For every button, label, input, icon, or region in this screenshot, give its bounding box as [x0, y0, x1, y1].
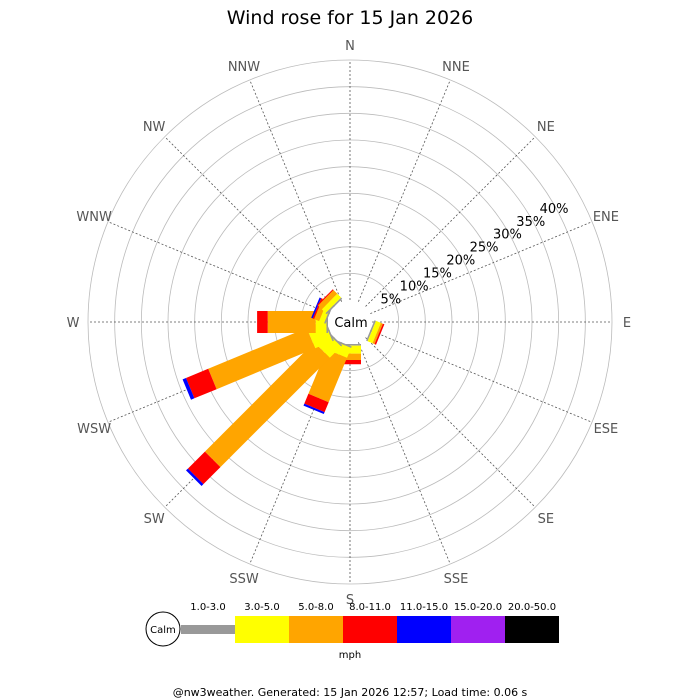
bar-ese-1.0-3.0 [366, 320, 376, 342]
legend-label-3.0-5.0: 3.0-5.0 [244, 602, 279, 613]
bar-wsw-11.0-15.0 [182, 378, 195, 400]
legend-swatch-3.0-5.0 [235, 616, 289, 643]
radial-tick-label: 40% [540, 202, 569, 217]
radial-tick-label: 35% [516, 215, 545, 230]
direction-label-n: N [345, 39, 355, 54]
bar-wsw-8.0-11.0 [186, 368, 217, 399]
direction-label-s: S [346, 593, 354, 608]
spoke-ne [365, 136, 536, 307]
radial-tick-label: 20% [446, 254, 475, 269]
bar-ssw-5.0-8.0 [308, 349, 347, 403]
bar-ese-3.0-5.0 [367, 320, 381, 344]
bar-ese-5.0-8.0 [372, 322, 383, 345]
legend-swatch-15.0-20.0 [451, 616, 505, 643]
radial-tick-labels: 5%10%15%20%25%30%35%40% [381, 202, 569, 307]
legend-calm-circle [145, 611, 181, 647]
spoke-sse [358, 342, 451, 565]
legend-swatch-11.0-15.0 [397, 616, 451, 643]
legend-swatch-8.0-11.0 [343, 616, 397, 643]
direction-label-sw: SW [144, 512, 165, 527]
direction-label-ene: ENE [593, 210, 619, 225]
bar-sw-11.0-15.0 [186, 468, 204, 486]
legend-swatch-20.0-50.0 [505, 616, 559, 643]
radial-tick-label: 5% [381, 292, 402, 307]
bar-w-5.0-8.0 [267, 311, 316, 333]
wind-bars [182, 289, 385, 486]
radial-tick-label: 10% [400, 279, 429, 294]
spoke-nw [164, 136, 335, 307]
legend-label-11.0-15.0: 11.0-15.0 [400, 602, 448, 613]
bar-sw-8.0-11.0 [187, 451, 221, 485]
spoke-wnw [107, 221, 330, 314]
legend-swatch-1.0-3.0 [181, 625, 235, 634]
direction-label-nne: NNE [442, 60, 470, 75]
bar-sw-5.0-8.0 [204, 342, 330, 468]
direction-label-se: SE [538, 512, 554, 527]
legend-swatch-5.0-8.0 [289, 616, 343, 643]
bar-ese-8.0-11.0 [374, 323, 385, 345]
radial-tick-label: 15% [423, 267, 452, 282]
legend-label-8.0-11.0: 8.0-11.0 [349, 602, 391, 613]
grid-circle-outer [87, 59, 613, 585]
direction-label-nw: NW [143, 120, 166, 135]
bar-nw-5.0-8.0 [318, 290, 338, 310]
direction-label-sse: SSE [444, 572, 469, 587]
bar-wsw-5.0-8.0 [208, 328, 316, 390]
calm-center: Calm [329, 301, 371, 343]
spoke-ese [370, 330, 593, 423]
radial-tick-label: 25% [470, 241, 499, 256]
legend-calm-label: Calm [150, 625, 176, 636]
calm-circle [329, 301, 371, 343]
spoke-nnw [249, 79, 342, 302]
legend: Calm 1.0-3.0 3.0-5.0 5.0-8.0 8.0-11.0 11.0-1… [145, 602, 559, 661]
chart-title: Wind rose for 15 Jan 2026 [227, 7, 474, 29]
direction-label-wnw: WNW [76, 210, 112, 225]
direction-label-ne: NE [537, 120, 555, 135]
calm-label: Calm [334, 316, 367, 331]
legend-unit: mph [339, 650, 361, 661]
legend-label-15.0-20.0: 15.0-20.0 [454, 602, 502, 613]
bar-wnw-11.0-15.0 [311, 297, 322, 319]
direction-labels: N NNE NE ENE E ESE SE SSE S SSW SW WSW W WNW NW NNW [67, 39, 632, 608]
radial-tick-label: 30% [493, 228, 522, 243]
direction-label-ese: ESE [594, 422, 619, 437]
legend-label-1.0-3.0: 1.0-3.0 [190, 602, 225, 613]
bar-ssw-8.0-11.0 [304, 393, 329, 413]
spoke-se [365, 337, 536, 508]
bar-w-8.0-11.0 [257, 311, 268, 333]
legend-label-20.0-50.0: 20.0-50.0 [508, 602, 556, 613]
direction-label-nnw: NNW [228, 60, 260, 75]
spoke-nne [358, 79, 451, 302]
bar-nw-3.0-5.0 [321, 293, 342, 314]
spoke-ene [370, 221, 593, 314]
direction-label-w: W [67, 316, 80, 331]
legend-label-5.0-8.0: 5.0-8.0 [298, 602, 333, 613]
direction-label-wsw: WSW [77, 422, 111, 437]
grid-circle [220, 192, 480, 452]
bar-ssw-11.0-15.0 [303, 403, 325, 414]
bar-nw-1.0-3.0 [325, 297, 343, 315]
footer-text: @nw3weather. Generated: 15 Jan 2026 12:5… [173, 686, 528, 699]
direction-label-e: E [623, 316, 631, 331]
bar-nw-8.0-11.0 [317, 289, 334, 306]
grid-circle [140, 112, 560, 532]
direction-label-ssw: SSW [229, 572, 259, 587]
